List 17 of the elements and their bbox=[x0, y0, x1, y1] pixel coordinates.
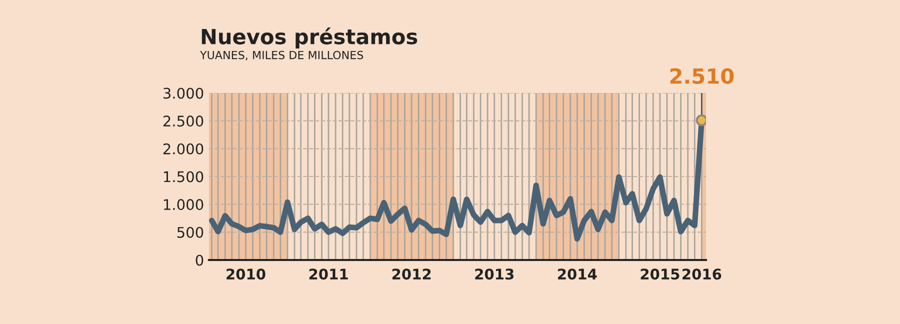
x-tick-label: 2016 bbox=[682, 268, 722, 280]
y-tick-label: 0 bbox=[196, 254, 204, 266]
y-tick-label: 500 bbox=[177, 226, 204, 238]
annotation: 2.510 bbox=[670, 68, 734, 84]
y-tick-label: 2.000 bbox=[163, 143, 204, 154]
chart-subtitle: YUANES, MILES DE MILLONES bbox=[200, 50, 364, 60]
x-tick-label: 2015 bbox=[640, 268, 680, 280]
y-tick-label: 1.500 bbox=[164, 171, 204, 182]
chart-title: Nuevos préstamos bbox=[202, 28, 418, 48]
y-tick-label: 2.500 bbox=[163, 116, 204, 127]
x-tick-label: 2012 bbox=[392, 268, 431, 280]
x-tick-label: 2014 bbox=[558, 268, 597, 280]
x-tick-label: 2013 bbox=[475, 268, 514, 280]
x-tick-label: 2010 bbox=[226, 268, 266, 280]
y-tick-label: 3.000 bbox=[164, 88, 204, 99]
y-tick-label: 1.000 bbox=[164, 199, 204, 210]
x-tick-label: 2011 bbox=[309, 268, 348, 280]
